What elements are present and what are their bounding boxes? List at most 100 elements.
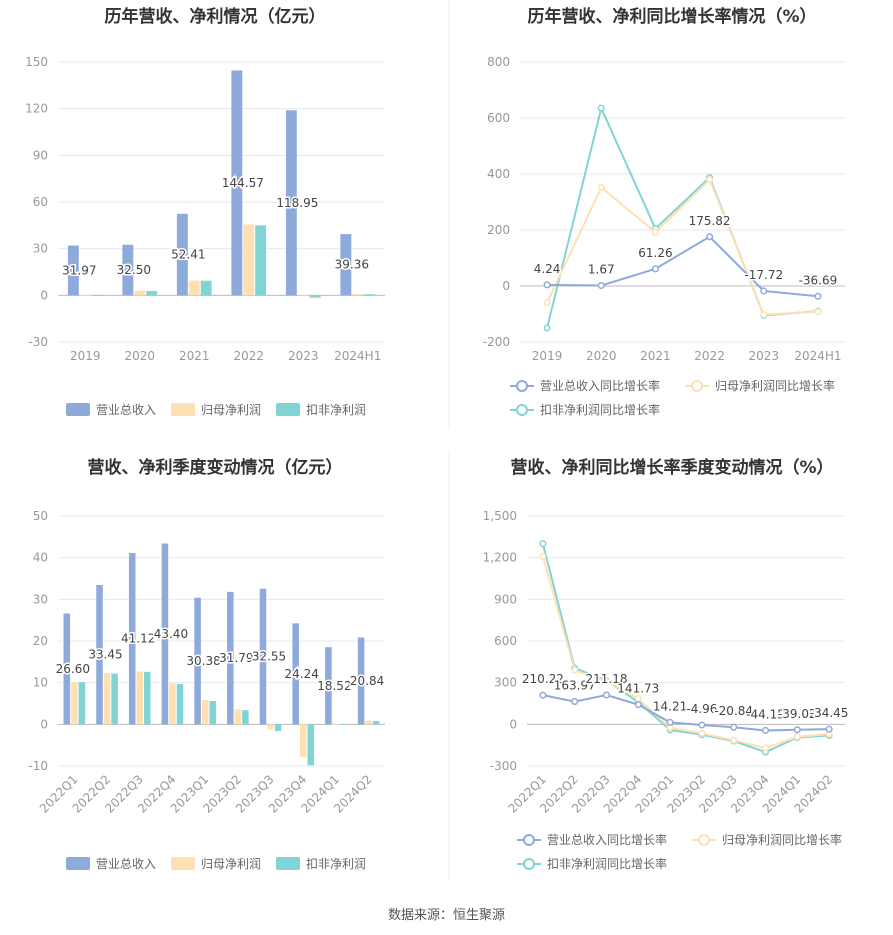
bar-deducted-profit — [309, 295, 321, 298]
bar-revenue — [63, 613, 71, 725]
bar-net-profit — [188, 280, 200, 296]
data-point — [651, 228, 659, 236]
y-tick-label: 600 — [494, 634, 517, 648]
y-tick-label: 0 — [40, 288, 48, 302]
y-tick-label: 1,500 — [483, 509, 517, 523]
bar-net-profit — [267, 724, 274, 730]
y-tick-label: 90 — [33, 148, 48, 162]
bar-deducted-profit — [78, 682, 86, 725]
data-point — [706, 233, 714, 241]
bar-deducted-profit — [209, 701, 216, 725]
series-line-net-profit — [546, 177, 818, 316]
data-label: 31.97 — [62, 263, 96, 277]
data-label: 1.67 — [588, 263, 615, 277]
data-point — [666, 718, 674, 726]
bar-revenue — [259, 588, 267, 725]
data-point — [634, 695, 642, 703]
data-point — [760, 287, 768, 295]
data-point — [571, 666, 579, 674]
series-line-deducted-profit — [541, 543, 830, 754]
bar-deducted-profit — [372, 721, 380, 725]
data-point — [825, 725, 833, 733]
data-label: 24.24 — [285, 667, 319, 681]
data-point — [597, 104, 605, 112]
legend[interactable]: 营业总收入 归母净利润 扣非净利润 — [66, 403, 366, 417]
legend-label: 归母净利润 — [201, 403, 261, 417]
quarterly-growth-chart: 营收、净利同比增长率季度变动情况（%） -300 0 300 600 900 1,200 1,… — [483, 457, 850, 871]
data-label: -20.84 — [714, 704, 753, 718]
bar-revenue — [122, 244, 134, 296]
bar-deducted-profit — [340, 723, 347, 725]
legend-label: 归母净利润 — [201, 857, 261, 871]
y-tick-label: 400 — [487, 167, 510, 181]
legend-marker — [523, 858, 535, 870]
data-label: 31.79 — [219, 651, 253, 665]
y-tick-label: 10 — [33, 676, 48, 690]
data-label: -34.45 — [810, 706, 849, 720]
bar-deducted-profit — [274, 724, 282, 731]
chart-title: 历年营收、净利同比增长率情况（%） — [527, 6, 816, 27]
annual-growth-chart: 历年营收、净利同比增长率情况（%） -200 0 200 400 600 800 2019 20… — [483, 6, 845, 417]
legend-swatch — [171, 857, 195, 870]
data-label: 118.95 — [276, 196, 318, 210]
y-tick-label: 20 — [33, 634, 48, 648]
data-label: 141.73 — [617, 682, 659, 696]
x-tick-label: 2020 — [124, 349, 155, 363]
bar-net-profit — [234, 709, 242, 725]
bar-deducted-profit — [176, 683, 184, 725]
data-label: 144.57 — [222, 176, 264, 190]
data-point — [761, 744, 770, 752]
data-label: 61.26 — [638, 246, 672, 260]
annual-values-chart: 历年营收、净利情况（亿元） -30 0 30 60 90 120 150 2019 2020 202… — [25, 6, 385, 417]
data-point — [634, 701, 642, 709]
legend-label: 营业总收入 — [96, 403, 156, 417]
data-label: 26.60 — [56, 662, 90, 676]
data-point — [760, 311, 768, 319]
bar-net-profit — [136, 671, 144, 725]
bar-net-profit — [352, 294, 364, 296]
x-tick-label: 2023 — [748, 349, 779, 363]
data-label: 18.52 — [317, 679, 351, 693]
legend[interactable]: 营业总收入 归母净利润 扣非净利润 — [66, 857, 366, 871]
y-tick-label: 150 — [25, 55, 48, 69]
y-tick-label: 0 — [502, 279, 510, 293]
x-tick-label: 2022 — [233, 349, 264, 363]
bar-deducted-profit — [144, 671, 151, 725]
bar-net-profit — [71, 681, 78, 725]
bar-deducted-profit — [111, 673, 118, 725]
y-tick-label: 600 — [487, 111, 510, 125]
x-tick-label: 2020 — [586, 349, 617, 363]
chart-title: 营收、净利季度变动情况（亿元） — [88, 457, 343, 478]
bar-revenue — [161, 543, 169, 725]
data-label: 175.82 — [689, 214, 731, 228]
y-tick-label: 30 — [33, 242, 48, 256]
series-line-revenue — [547, 235, 819, 298]
bar-net-profit — [79, 294, 91, 296]
data-point — [539, 552, 547, 560]
bar-net-profit — [134, 290, 146, 296]
data-point — [543, 324, 551, 332]
y-tick-label: -10 — [28, 759, 48, 773]
data-point — [814, 292, 822, 300]
legend-marker — [523, 834, 535, 846]
y-tick-label: 200 — [487, 223, 510, 237]
bar-revenue — [67, 245, 79, 296]
data-label: -39.02 — [778, 707, 817, 721]
data-point — [698, 729, 706, 737]
legend-label: 营业总收入 — [96, 857, 156, 871]
data-point — [543, 281, 551, 289]
y-tick-label: 0 — [509, 717, 517, 731]
chart-title: 历年营收、净利情况（亿元） — [105, 6, 326, 27]
x-tick-label: 2019 — [70, 349, 101, 363]
bar-net-profit — [201, 700, 209, 725]
legend-marker — [516, 404, 528, 416]
bar-deducted-profit — [146, 290, 158, 296]
legend-marker — [691, 380, 703, 392]
y-tick-label: 800 — [487, 55, 510, 69]
data-point — [814, 308, 822, 316]
y-tick-label: 40 — [33, 551, 48, 565]
x-tick-label: 2023 — [288, 349, 319, 363]
